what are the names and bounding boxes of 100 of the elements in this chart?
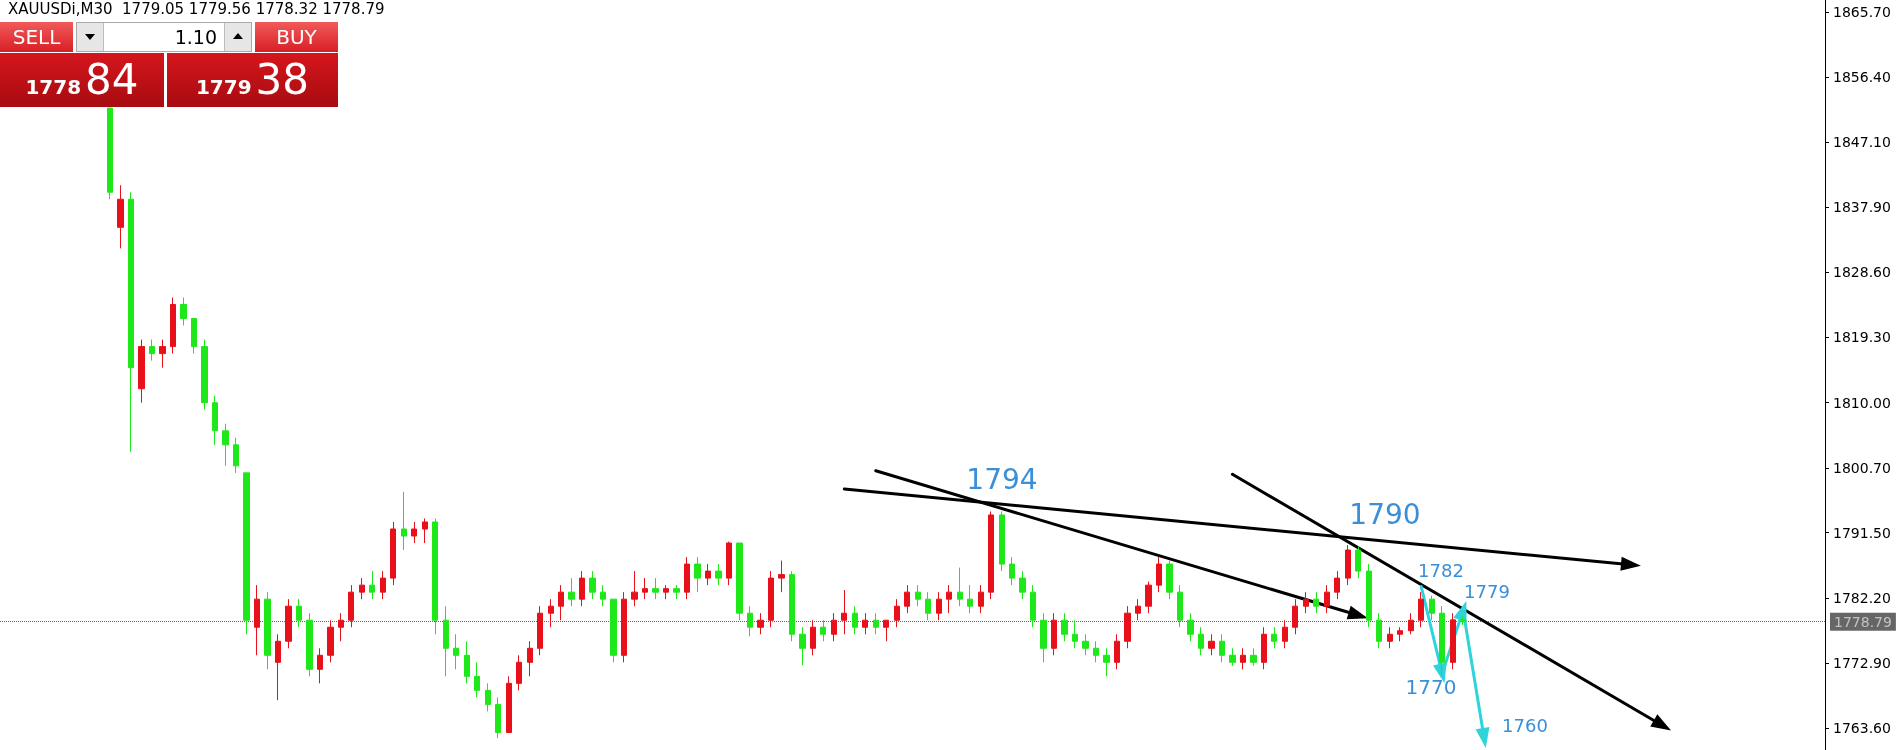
- candlestick: [485, 682, 491, 712]
- candlestick: [915, 584, 921, 607]
- candlestick: [967, 584, 973, 614]
- candlestick: [663, 584, 669, 600]
- candlestick: [799, 626, 806, 666]
- candlestick: [568, 577, 575, 607]
- candlestick: [873, 612, 879, 635]
- candlestick: [317, 647, 323, 684]
- candlestick: [1103, 647, 1110, 677]
- candlestick: [348, 584, 354, 628]
- candlestick: [925, 591, 931, 621]
- candlestick: [1303, 591, 1309, 614]
- candlestick: [212, 395, 218, 446]
- candlestick: [768, 570, 774, 628]
- candlestick: [222, 423, 229, 467]
- candlestick: [1366, 563, 1372, 628]
- candlestick: [149, 339, 155, 362]
- candlestick: [579, 570, 585, 607]
- y-tick-label: 1791.50: [1833, 524, 1891, 541]
- candlestick: [1166, 560, 1173, 600]
- candlestick: [642, 577, 648, 600]
- candlestick: [1030, 584, 1036, 628]
- candlestick: [1397, 626, 1403, 642]
- candlestick: [1334, 570, 1340, 600]
- candlestick: [1198, 626, 1204, 656]
- annotation: 1.10: [174, 26, 217, 48]
- candlestick: [946, 584, 952, 614]
- candlestick: [443, 605, 449, 677]
- y-tick-label: 1847.10: [1833, 134, 1891, 151]
- candlestick: [1114, 633, 1120, 670]
- candlestick: [631, 570, 638, 607]
- candlestick: [747, 605, 753, 637]
- annotation: 1779: [195, 75, 252, 99]
- candlestick: [296, 598, 302, 628]
- candlestick: [516, 654, 522, 691]
- candlestick: [1019, 570, 1026, 600]
- y-tick-label: 1856.40: [1833, 69, 1891, 86]
- candlestick: [1177, 584, 1183, 628]
- sell-price-box: 1778 84: [0, 53, 164, 107]
- candlestick: [275, 633, 281, 701]
- candlestick: [506, 675, 512, 733]
- candlestick: [988, 510, 994, 600]
- candlestick: [589, 570, 596, 600]
- candlestick: [1208, 633, 1215, 656]
- candlestick: [883, 619, 889, 642]
- candlestick: [1156, 556, 1162, 593]
- candlestick: [726, 541, 732, 586]
- annotation: 84: [85, 55, 139, 104]
- candlestick: [432, 517, 438, 635]
- y-tick-label: 1819.30: [1833, 329, 1891, 346]
- candlestick: [1313, 591, 1319, 614]
- buy-price-box: 1779 38: [167, 53, 338, 107]
- buy-button: BUY: [255, 22, 338, 52]
- candlestick: [1072, 619, 1078, 649]
- annotation: 1778: [25, 75, 82, 99]
- annotation: 1782: [1418, 559, 1464, 581]
- candlestick: [327, 619, 334, 663]
- candlestick: [862, 612, 868, 635]
- candlestick: [369, 570, 375, 600]
- candlestick: [527, 640, 533, 677]
- candlestick: [537, 605, 543, 656]
- candlestick: [411, 521, 417, 544]
- candlestick: [1093, 640, 1099, 663]
- candlestick: [999, 510, 1005, 572]
- candlestick: [338, 612, 344, 642]
- candlestick: [474, 661, 480, 698]
- y-tick-label: 1865.70: [1833, 3, 1891, 20]
- candlestick: [1250, 647, 1257, 667]
- candlestick: [1009, 556, 1015, 586]
- candlestick: [894, 598, 900, 628]
- candlestick: [285, 598, 292, 649]
- candlestick: [1124, 605, 1131, 649]
- candlestick: [380, 570, 386, 600]
- annotation: 1794: [966, 462, 1038, 496]
- candlestick: [1324, 584, 1330, 614]
- candlestick: [904, 584, 910, 614]
- candlestick: [705, 563, 711, 586]
- candlestick: [1345, 544, 1351, 586]
- candlestick: [243, 472, 250, 635]
- candlestick: [684, 556, 690, 600]
- candlestick: [1061, 612, 1068, 642]
- annotation: 1770: [1405, 675, 1457, 699]
- candlestick: [957, 567, 963, 607]
- candlestick: [558, 584, 564, 621]
- candlestick: [978, 584, 984, 614]
- y-tick-label: 1810.00: [1833, 394, 1891, 411]
- candlestick: [1187, 612, 1194, 642]
- candlestick: [810, 619, 816, 656]
- candlestick: [831, 612, 837, 642]
- candlestick: [1450, 612, 1456, 670]
- lot-size-field: 1.10: [76, 22, 252, 52]
- candlestick: [1271, 626, 1277, 649]
- candlestick: [1051, 612, 1057, 656]
- candlestick: [495, 696, 501, 739]
- candlestick: [789, 570, 795, 642]
- candlestick: [1439, 605, 1445, 677]
- candlestick: [107, 107, 113, 200]
- candlestick: [757, 612, 764, 635]
- candlestick: [841, 589, 847, 635]
- candlestick: [1261, 626, 1267, 670]
